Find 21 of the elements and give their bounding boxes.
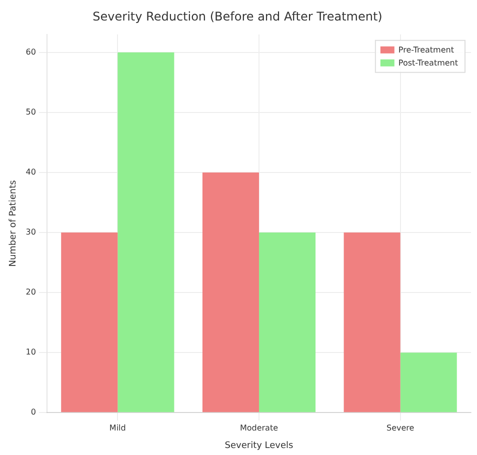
x-tick-label: Severe — [386, 423, 414, 432]
bar — [61, 232, 118, 412]
y-tick-label: 60 — [26, 47, 36, 56]
bar — [400, 352, 457, 412]
bar — [202, 172, 259, 412]
y-axis-title: Number of Patients — [8, 180, 19, 267]
x-axis-title: Severity Levels — [224, 440, 294, 451]
y-tick-label: 20 — [26, 288, 36, 297]
legend-label: Pre-Treatment — [398, 45, 454, 54]
bar — [258, 232, 316, 412]
x-tick-label: Mild — [109, 423, 126, 432]
y-tick-label: 50 — [26, 108, 36, 117]
y-tick-label: 10 — [26, 348, 36, 357]
chart-title: Severity Reduction (Before and After Treatment) — [92, 9, 382, 24]
x-tick-label: Moderate — [240, 423, 278, 432]
bar — [344, 232, 400, 412]
bar — [118, 52, 174, 412]
y-tick-label: 40 — [26, 168, 36, 177]
legend-label: Post-Treatment — [398, 58, 458, 68]
y-tick-label: 0 — [30, 408, 36, 417]
y-tick-label: 30 — [26, 228, 36, 237]
